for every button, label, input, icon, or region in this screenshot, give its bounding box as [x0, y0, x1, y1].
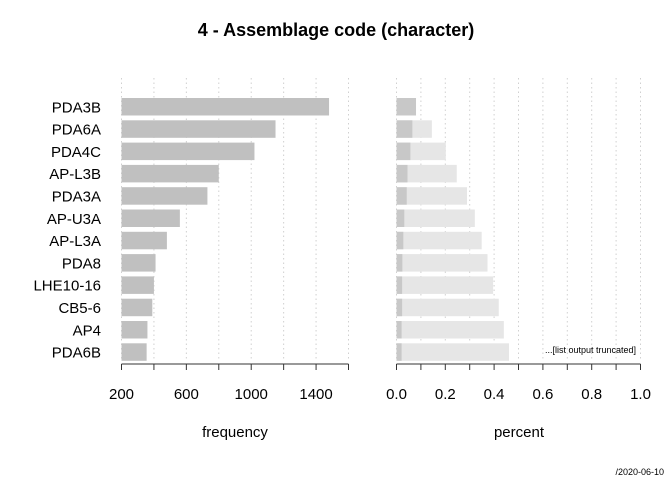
category-label: PDA6B	[52, 345, 101, 362]
frequency-bar	[121, 343, 147, 361]
cumulative-percent-bar	[396, 254, 488, 272]
cumulative-percent-bar	[396, 276, 494, 294]
category-label: AP-U3A	[47, 211, 101, 228]
category-label: PDA3A	[52, 188, 101, 205]
percent-bar	[396, 209, 405, 227]
percent-axis-label: percent	[494, 424, 545, 441]
cumulative-percent-bar	[396, 187, 468, 205]
percent-bar	[396, 321, 402, 339]
frequency-bar	[121, 98, 330, 116]
frequency-bar	[121, 231, 167, 250]
tick-label: 1.0	[630, 386, 651, 403]
percent-bar	[396, 343, 402, 361]
tick-label: 0.2	[435, 386, 456, 403]
percent-bar	[396, 120, 413, 138]
percent-panel: 0.0 0.2 0.4 0.6 0.8 1.0	[386, 78, 651, 403]
percent-bar	[396, 142, 411, 161]
cumulative-percent-bar	[396, 343, 509, 361]
tick-label: 1400	[299, 386, 332, 403]
frequency-panel: PDA3B PDA6A PDA4C AP-L3B PDA3A AP-U3A AP-L3A PD…	[33, 78, 349, 403]
percent-bar	[396, 187, 407, 205]
category-label: PDA4C	[51, 144, 101, 161]
frequency-bar	[121, 276, 154, 294]
tick-label: 600	[174, 386, 199, 403]
tick-label: 1000	[235, 386, 268, 403]
category-label: LHE10-16	[33, 278, 101, 295]
tick-label: 0.4	[484, 386, 505, 403]
frequency-bar	[121, 209, 180, 227]
tick-label: 0.8	[581, 386, 602, 403]
tick-label: 200	[109, 386, 134, 403]
frequency-bar	[121, 321, 148, 339]
percent-bar	[396, 164, 408, 183]
cumulative-percent-bar	[396, 321, 504, 339]
frequency-bar	[121, 254, 156, 272]
cumulative-percent-bar	[396, 209, 475, 227]
cumulative-percent-bar	[396, 164, 457, 183]
frequency-bar	[121, 120, 276, 138]
percent-bar	[396, 298, 403, 317]
category-label: PDA3B	[52, 99, 101, 116]
category-label: PDA6A	[52, 122, 101, 139]
category-label: AP4	[73, 322, 101, 339]
frequency-bar	[121, 142, 255, 161]
frequency-bar	[121, 164, 219, 183]
truncation-note: ...[list output truncated]	[545, 345, 636, 355]
percent-bar	[396, 276, 403, 294]
percent-bar	[396, 231, 404, 250]
chart-title: 4 - Assemblage code (character)	[198, 20, 474, 40]
frequency-bar	[121, 187, 208, 205]
tick-label: 0.6	[532, 386, 553, 403]
category-label: AP-L3B	[49, 166, 101, 183]
frequency-axis-label: frequency	[202, 424, 268, 441]
category-label: AP-L3A	[49, 233, 101, 250]
category-label: CB5-6	[58, 300, 101, 317]
percent-bar	[396, 254, 403, 272]
tick-label: 0.0	[386, 386, 407, 403]
percent-bar	[396, 98, 417, 116]
category-label: PDA8	[62, 255, 101, 272]
footer-date: /2020-06-10	[615, 467, 664, 477]
cumulative-percent-bar	[396, 298, 499, 317]
cumulative-percent-bar	[396, 231, 482, 250]
frequency-bar	[121, 298, 153, 317]
